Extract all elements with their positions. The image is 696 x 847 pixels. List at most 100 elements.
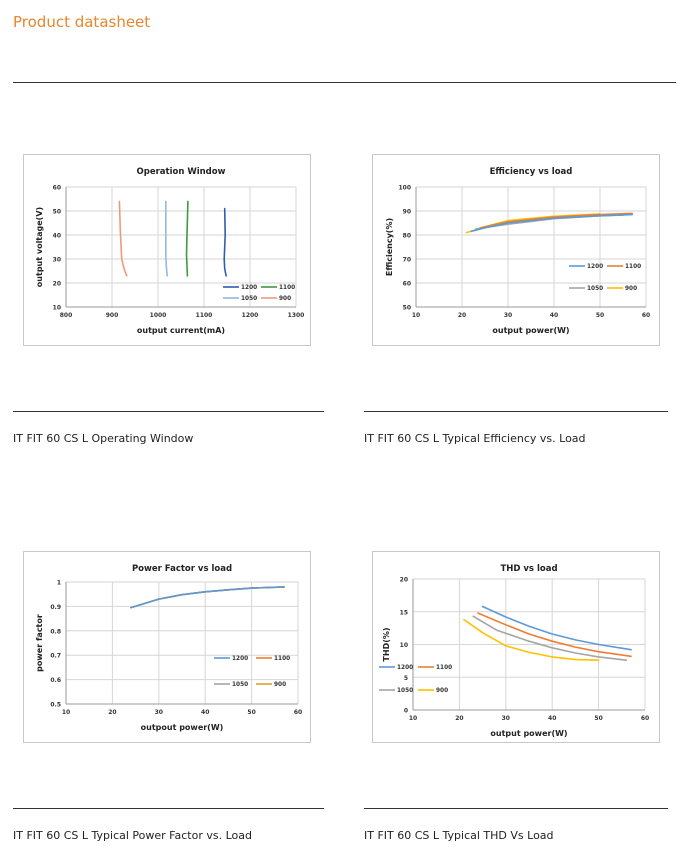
y-tick-label: 30 — [53, 257, 61, 264]
x-axis-label: output power(W) — [492, 326, 569, 335]
y-tick-label: 0.9 — [50, 604, 61, 611]
legend-label: 1050 — [397, 688, 413, 694]
series-line-1200 — [481, 605, 632, 651]
chart-title: Efficiency vs load — [490, 167, 573, 177]
y-tick-label: 70 — [403, 257, 411, 264]
chart-caption: IT FIT 60 CS L Typical THD Vs Load — [364, 829, 554, 842]
x-tick-label: 900 — [106, 312, 119, 319]
operation-window-chart: 10 20 30 40 50 60 800 900 1000 1100 1200 1300 Operat… — [23, 154, 311, 346]
legend-label: 1050 — [587, 286, 603, 292]
series-line-1100 — [479, 212, 633, 229]
legend-label: 1050 — [232, 682, 248, 688]
y-tick-label: 15 — [400, 609, 408, 616]
x-tick-label: 50 — [594, 715, 602, 722]
chart-title: Power Factor vs load — [132, 564, 232, 574]
y-tick-label: 50 — [403, 305, 411, 312]
y-tick-label: 90 — [403, 209, 411, 216]
x-tick-label: 40 — [550, 312, 558, 319]
series-line-1050 — [472, 615, 628, 661]
legend-label: 1100 — [279, 285, 295, 291]
y-tick-label: 20 — [53, 281, 61, 288]
legend-label: 900 — [279, 296, 291, 302]
x-tick-label: 1000 — [150, 312, 167, 319]
x-tick-label: 1300 — [288, 312, 305, 319]
caption-divider — [364, 411, 668, 412]
y-tick-label: 0.7 — [50, 653, 61, 660]
legend-label: 1200 — [587, 264, 603, 270]
y-axis-label: power factor — [35, 614, 44, 672]
legend-label: 1100 — [436, 665, 452, 671]
legend-label: 1100 — [274, 656, 290, 662]
y-tick-label: 0.8 — [50, 628, 61, 635]
x-tick-label: 800 — [60, 312, 73, 319]
x-tick-label: 30 — [155, 709, 163, 716]
y-tick-label: 50 — [53, 209, 61, 216]
chart-svg: 50 60 70 80 90 100 10 20 30 40 50 60 Efficiency vs l… — [385, 167, 650, 335]
caption-divider — [364, 808, 668, 809]
y-tick-label: 80 — [403, 233, 411, 240]
chart-caption: IT FIT 60 CS L Operating Window — [13, 432, 194, 445]
series-line-1200 — [223, 207, 227, 277]
page-title: Product datasheet — [13, 13, 151, 31]
chart-svg: 0 5 10 15 20 10 20 30 40 50 60 THD vs load output po… — [379, 564, 649, 738]
legend-label: 900 — [436, 688, 448, 694]
x-tick-label: 50 — [247, 709, 255, 716]
legend-label: 1100 — [625, 264, 641, 270]
caption-divider — [13, 411, 324, 412]
legend-label: 900 — [274, 682, 286, 688]
legend-label: 1050 — [241, 296, 257, 302]
x-tick-label: 60 — [641, 715, 649, 722]
caption-divider — [13, 808, 324, 809]
chart-title: Operation Window — [137, 167, 226, 177]
chart-caption: IT FIT 60 CS L Typical Power Factor vs. … — [13, 829, 252, 842]
chart-caption: IT FIT 60 CS L Typical Efficiency vs. Lo… — [364, 432, 586, 445]
y-axis-label: THD(%) — [382, 627, 391, 661]
x-tick-label: 20 — [108, 709, 116, 716]
x-axis-label: output current(mA) — [137, 326, 225, 335]
legend-label: 900 — [625, 286, 637, 292]
y-tick-label: 0.5 — [50, 702, 61, 709]
y-tick-label: 60 — [53, 185, 61, 192]
y-axis-label: Efficiency(%) — [385, 218, 394, 276]
series-line-1100 — [185, 200, 189, 277]
y-axis-label: output voltage(V) — [35, 207, 44, 287]
x-axis-label: outpout power(W) — [141, 723, 224, 732]
x-tick-label: 40 — [201, 709, 209, 716]
series-line-900 — [130, 586, 285, 609]
series-line-1100 — [477, 612, 632, 658]
x-tick-label: 40 — [548, 715, 556, 722]
x-tick-label: 20 — [455, 715, 463, 722]
y-tick-label: 20 — [400, 577, 408, 584]
thd-chart: 0 5 10 15 20 10 20 30 40 50 60 THD vs load output po… — [372, 551, 660, 743]
x-tick-label: 30 — [502, 715, 510, 722]
x-tick-label: 1200 — [242, 312, 259, 319]
x-tick-label: 1100 — [196, 312, 213, 319]
y-tick-label: 0.6 — [50, 677, 61, 684]
x-tick-label: 20 — [458, 312, 466, 319]
series-line-900 — [463, 618, 600, 661]
series-line-1200 — [130, 586, 285, 609]
y-tick-label: 5 — [404, 675, 408, 682]
x-tick-label: 30 — [504, 312, 512, 319]
y-tick-label: 10 — [53, 305, 61, 312]
x-tick-label: 10 — [412, 312, 420, 319]
y-tick-label: 40 — [53, 233, 61, 240]
series-line-1050 — [165, 200, 168, 277]
chart-title: THD vs load — [500, 564, 557, 574]
series-line-1050 — [130, 586, 285, 609]
legend-label: 1200 — [397, 665, 413, 671]
series-line-900 — [118, 200, 128, 277]
x-tick-label: 60 — [294, 709, 302, 716]
x-tick-label: 60 — [642, 312, 650, 319]
power-factor-chart: 0.5 0.6 0.7 0.8 0.9 1 10 20 30 40 50 60 Power Factor… — [23, 551, 311, 743]
chart-svg: 0.5 0.6 0.7 0.8 0.9 1 10 20 30 40 50 60 Power Factor… — [35, 564, 302, 732]
y-tick-label: 0 — [404, 708, 408, 715]
x-tick-label: 50 — [596, 312, 604, 319]
efficiency-chart: 50 60 70 80 90 100 10 20 30 40 50 60 Efficiency vs l… — [372, 154, 660, 346]
series-line-1200 — [470, 213, 633, 233]
y-tick-label: 100 — [398, 185, 411, 192]
y-tick-label: 1 — [57, 580, 61, 587]
y-tick-label: 60 — [403, 281, 411, 288]
chart-svg: 10 20 30 40 50 60 800 900 1000 1100 1200 1300 Operat… — [35, 167, 305, 335]
x-tick-label: 10 — [409, 715, 417, 722]
